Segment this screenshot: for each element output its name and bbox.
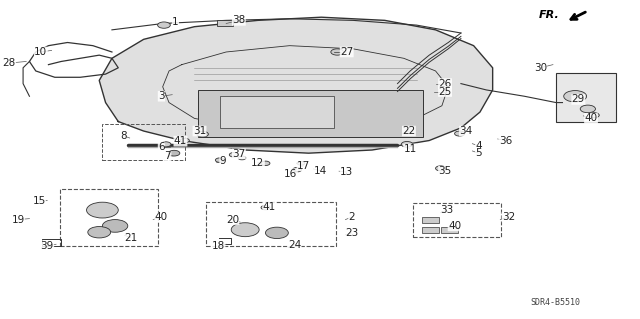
Text: 38: 38 (232, 15, 246, 26)
Circle shape (86, 202, 118, 218)
Bar (422, 226, 439, 233)
Text: 37: 37 (232, 149, 246, 159)
Text: 4: 4 (476, 141, 482, 151)
Bar (422, 217, 439, 223)
Circle shape (261, 205, 270, 210)
Circle shape (197, 131, 209, 137)
Circle shape (180, 138, 189, 143)
Text: 40: 40 (155, 212, 168, 222)
Bar (60, 189, 158, 246)
Text: 3: 3 (158, 91, 164, 101)
Circle shape (161, 142, 171, 147)
Text: 29: 29 (572, 94, 585, 104)
Circle shape (238, 156, 246, 160)
Text: 40: 40 (584, 113, 598, 123)
Text: 10: 10 (35, 47, 47, 57)
Circle shape (401, 141, 413, 147)
Circle shape (436, 166, 445, 171)
Circle shape (168, 150, 180, 156)
Text: 18: 18 (212, 241, 225, 250)
Circle shape (229, 152, 238, 157)
Text: 13: 13 (340, 167, 353, 177)
Text: 16: 16 (284, 169, 298, 179)
Bar (102, 124, 185, 160)
Text: 24: 24 (288, 240, 301, 250)
Text: 14: 14 (314, 166, 326, 175)
Text: 41: 41 (262, 202, 276, 212)
Text: 8: 8 (120, 131, 127, 141)
Circle shape (231, 223, 259, 237)
Circle shape (297, 161, 305, 165)
Text: 17: 17 (297, 161, 310, 171)
Text: 19: 19 (12, 215, 24, 225)
Text: 27: 27 (340, 47, 353, 57)
Bar (206, 202, 336, 246)
Text: 20: 20 (226, 215, 239, 225)
Text: 41: 41 (174, 136, 187, 146)
Polygon shape (99, 17, 493, 153)
Circle shape (564, 91, 587, 102)
Text: 32: 32 (502, 212, 515, 222)
Text: 33: 33 (440, 205, 454, 215)
Text: 35: 35 (438, 166, 452, 176)
Circle shape (266, 227, 289, 239)
Text: 6: 6 (158, 142, 164, 152)
Circle shape (261, 161, 270, 166)
Circle shape (215, 158, 224, 162)
Bar (556, 73, 616, 122)
Text: 1: 1 (172, 17, 179, 27)
Text: 12: 12 (252, 158, 264, 168)
Text: 21: 21 (124, 233, 138, 243)
Text: 9: 9 (220, 156, 227, 166)
Text: 23: 23 (345, 228, 358, 238)
Text: FR.: FR. (538, 10, 559, 20)
Bar (440, 226, 458, 233)
Text: 39: 39 (40, 241, 54, 250)
Text: 28: 28 (3, 58, 16, 68)
Text: 11: 11 (404, 144, 417, 154)
Circle shape (580, 105, 595, 113)
Circle shape (292, 167, 301, 172)
Text: 26: 26 (438, 78, 452, 89)
Text: 31: 31 (193, 126, 206, 136)
Polygon shape (220, 96, 334, 128)
Circle shape (102, 219, 128, 232)
Text: 30: 30 (534, 63, 547, 73)
Bar (413, 203, 501, 237)
Bar (217, 20, 233, 26)
Text: 25: 25 (438, 86, 452, 97)
Text: 22: 22 (403, 126, 415, 136)
Text: 5: 5 (476, 148, 482, 158)
Text: 34: 34 (460, 126, 472, 136)
Circle shape (454, 131, 465, 136)
Text: 2: 2 (348, 212, 355, 222)
Text: 7: 7 (164, 151, 171, 161)
Circle shape (331, 49, 344, 55)
Polygon shape (198, 90, 423, 137)
Circle shape (589, 113, 599, 118)
Text: 40: 40 (448, 221, 461, 231)
Text: 36: 36 (499, 136, 512, 145)
Circle shape (157, 22, 170, 28)
Circle shape (88, 226, 111, 238)
Text: 15: 15 (33, 196, 45, 206)
Text: SDR4-B5510: SDR4-B5510 (531, 298, 580, 307)
